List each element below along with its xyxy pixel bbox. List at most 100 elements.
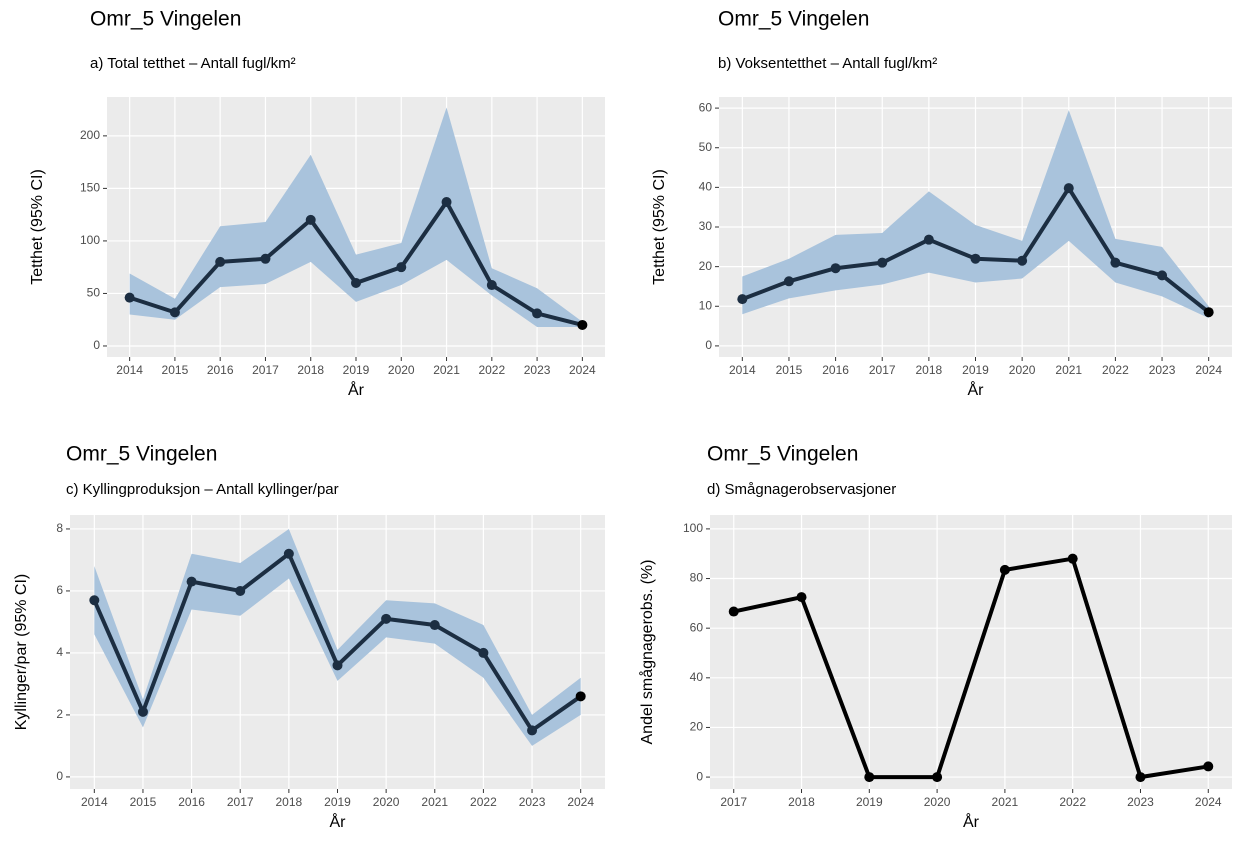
point (864, 772, 875, 783)
y-tick-label: 0 (696, 769, 703, 783)
y-tick-label: 2 (56, 707, 63, 721)
y-axis-title: Kyllinger/par (95% CI) (13, 574, 30, 731)
y-tick-label: 6 (56, 583, 63, 597)
y-tick-label: 50 (699, 140, 713, 154)
y-tick-label: 20 (699, 259, 713, 273)
x-tick-label: 2024 (567, 795, 594, 809)
y-tick-label: 30 (699, 219, 713, 233)
x-tick-label: 2021 (421, 795, 448, 809)
y-tick-label: 60 (699, 100, 713, 114)
point (932, 772, 943, 783)
point (532, 308, 543, 319)
point (332, 660, 343, 671)
x-tick-label: 2022 (1059, 795, 1086, 809)
point (351, 277, 361, 288)
y-tick-label: 8 (56, 521, 63, 535)
panel-subtitle: a) Total tetthet – Antall fugl/km² (90, 55, 296, 72)
x-tick-label: 2015 (776, 363, 803, 377)
point (970, 253, 981, 264)
y-tick-label: 4 (56, 645, 63, 659)
x-tick-label: 2015 (130, 795, 157, 809)
x-tick-label: 2017 (720, 795, 747, 809)
point (575, 691, 586, 702)
x-tick-label: 2022 (478, 363, 505, 377)
point (169, 307, 180, 318)
y-tick-label: 50 (87, 286, 101, 300)
x-tick-label: 2023 (1149, 363, 1176, 377)
point (137, 706, 148, 717)
x-tick-label: 2016 (178, 795, 205, 809)
y-axis-title: Tetthet (95% CI) (29, 169, 46, 285)
x-tick-label: 2024 (1195, 795, 1222, 809)
x-tick-label: 2017 (252, 363, 279, 377)
point (441, 197, 452, 208)
point (577, 319, 588, 330)
x-tick-label: 2020 (388, 363, 415, 377)
point (478, 647, 489, 658)
y-tick-label: 0 (56, 769, 63, 783)
point (1017, 255, 1028, 266)
x-tick-label: 2020 (1009, 363, 1036, 377)
x-tick-label: 2021 (433, 363, 460, 377)
x-tick-label: 2014 (729, 363, 756, 377)
x-tick-label: 2021 (1055, 363, 1082, 377)
y-tick-label: 0 (705, 338, 712, 352)
panel-title: Omr_5 Vingelen (90, 8, 241, 31)
y-tick-label: 200 (80, 128, 100, 142)
plot-background (710, 515, 1232, 789)
point (215, 256, 226, 267)
point (486, 280, 497, 291)
x-tick-label: 2020 (924, 795, 951, 809)
point (830, 263, 841, 274)
panel-subtitle: c) Kyllingproduksjon – Antall kyllinger/… (66, 481, 339, 498)
y-tick-label: 100 (683, 521, 703, 535)
y-tick-label: 40 (690, 670, 704, 684)
panel-subtitle: b) Voksentetthet – Antall fugl/km² (718, 55, 937, 72)
x-tick-label: 2022 (470, 795, 497, 809)
y-tick-label: 40 (699, 180, 713, 194)
point (381, 613, 392, 624)
point (235, 585, 246, 596)
panel-title: Omr_5 Vingelen (66, 443, 217, 466)
point (783, 276, 794, 287)
point (1063, 183, 1074, 194)
x-tick-label: 2016 (822, 363, 849, 377)
y-axis-title: Tetthet (95% CI) (651, 169, 668, 285)
ci-band (94, 528, 581, 746)
point (429, 620, 440, 631)
point (283, 548, 294, 559)
point (527, 725, 538, 736)
x-axis-title: År (348, 380, 365, 399)
y-tick-label: 20 (690, 720, 704, 734)
point (999, 564, 1010, 575)
x-tick-label: 2023 (524, 363, 551, 377)
y-tick-label: 150 (80, 181, 100, 195)
point (1203, 307, 1214, 318)
x-tick-label: 2019 (856, 795, 883, 809)
point (1135, 772, 1146, 783)
point (396, 262, 407, 273)
point (1067, 553, 1078, 564)
x-axis-title: År (968, 380, 985, 399)
ci-band (129, 107, 583, 328)
point (124, 292, 135, 303)
y-tick-label: 80 (690, 571, 704, 585)
x-tick-label: 2023 (1127, 795, 1154, 809)
x-axis-title: År (963, 812, 980, 831)
y-axis-title: Andel smågnagerobs. (%) (638, 560, 656, 745)
y-tick-label: 0 (93, 338, 100, 352)
x-tick-label: 2019 (324, 795, 351, 809)
x-tick-label: 2024 (1195, 363, 1222, 377)
line (733, 556, 1209, 780)
x-tick-label: 2018 (297, 363, 324, 377)
point (1203, 761, 1214, 772)
point (877, 257, 888, 268)
x-tick-label: 2018 (916, 363, 943, 377)
x-tick-label: 2022 (1102, 363, 1129, 377)
x-tick-label: 2015 (162, 363, 189, 377)
x-tick-label: 2017 (869, 363, 896, 377)
x-tick-label: 2023 (519, 795, 546, 809)
point (89, 595, 100, 606)
x-tick-label: 2020 (373, 795, 400, 809)
